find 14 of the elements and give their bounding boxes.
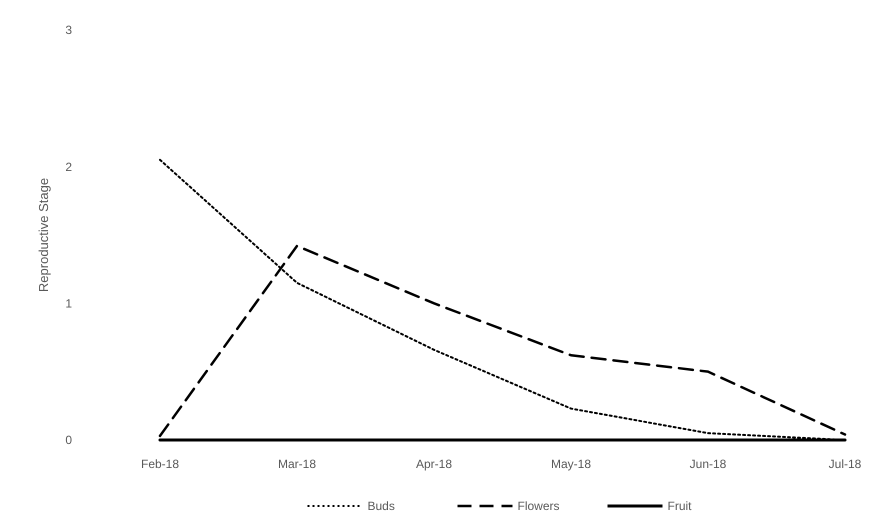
x-tick-label: May-18 [550,457,592,471]
legend-label: Flowers [518,499,560,514]
legend-label: Buds [368,499,395,514]
y-tick-label: 2 [65,160,72,174]
x-tick-label: Feb-18 [140,457,180,471]
y-tick-label: 0 [65,433,72,448]
x-tick-label: Jun-18 [690,457,727,471]
y-tick-label: 1 [65,296,72,311]
legend-label: Fruit [668,499,692,514]
y-tick-label: 3 [65,23,72,38]
x-tick-label: Apr-18 [416,457,452,471]
y-axis-title: Reproductive Stage [36,178,51,292]
x-tick-label: Mar-18 [278,457,316,471]
x-tick-label: Jul-18 [828,457,862,471]
